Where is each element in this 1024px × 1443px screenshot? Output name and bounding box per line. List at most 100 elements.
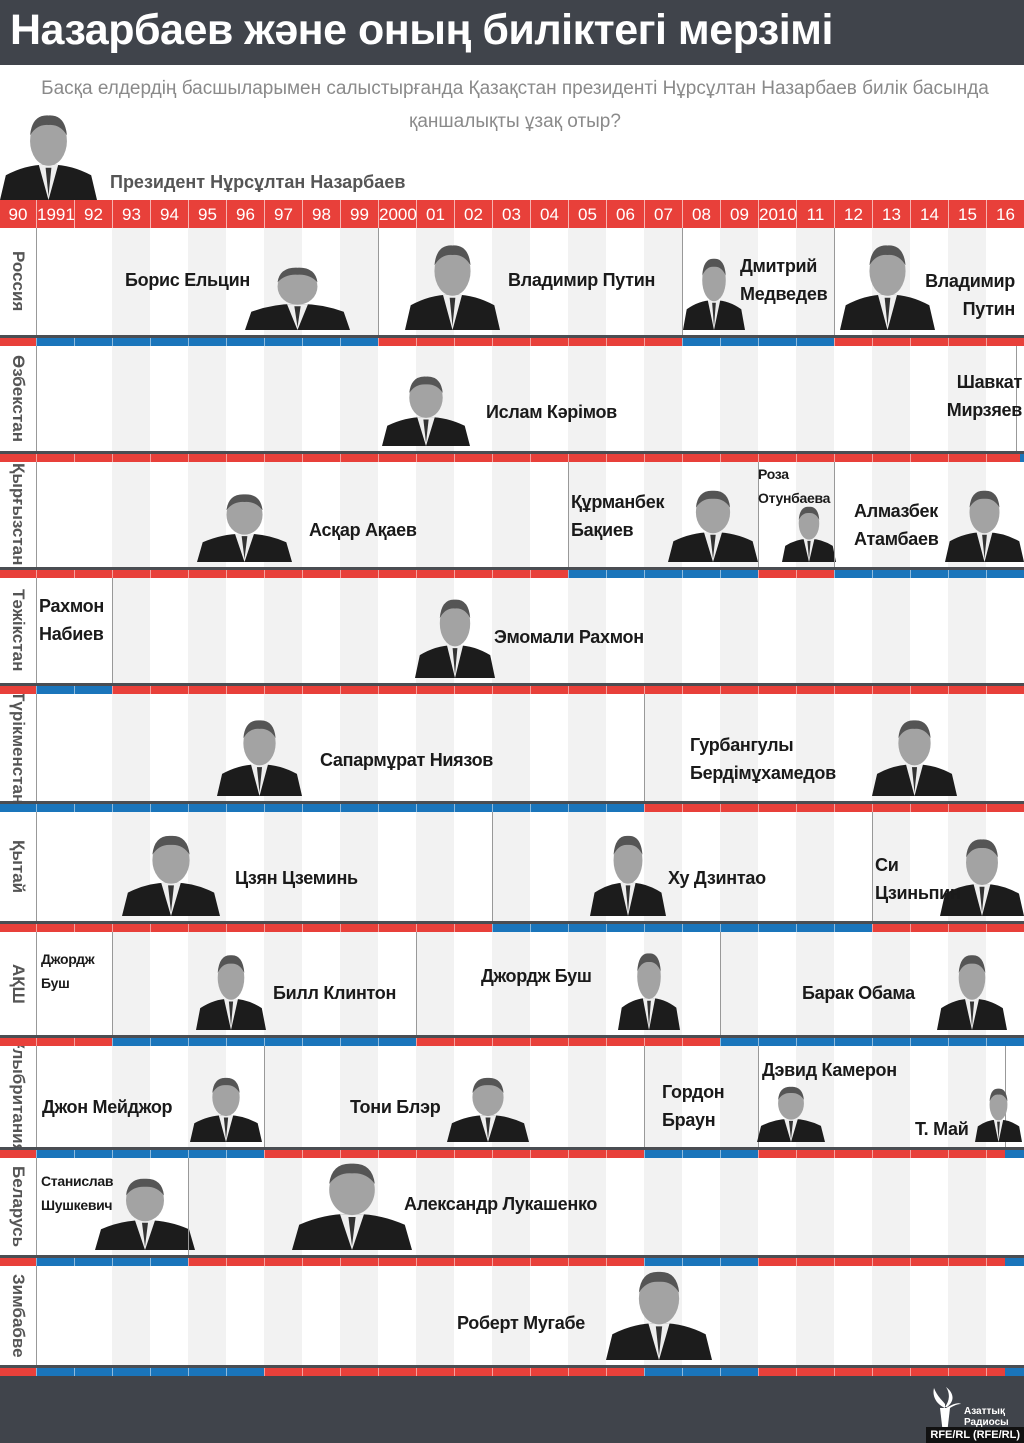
- year-column-shade: [796, 228, 834, 335]
- leader-photo: [292, 1158, 412, 1255]
- leader-name: Владимир Путин: [508, 266, 655, 294]
- stripe-tick: [948, 686, 949, 694]
- leader-photo: [683, 250, 745, 335]
- stripe-tick: [454, 338, 455, 346]
- term-stripe-red: [0, 1368, 36, 1376]
- stripe-tick: [834, 804, 835, 812]
- stripe-tick: [530, 1038, 531, 1046]
- stripe-tick: [568, 1368, 569, 1376]
- year-column-shade: [872, 1046, 910, 1147]
- row-content: Джон Мейджор Тони Блэр Гордон Браун Дэвид …: [0, 1046, 1024, 1147]
- stripe-tick: [226, 338, 227, 346]
- country-name: Россия: [9, 251, 28, 312]
- year-column-shade: [720, 932, 758, 1035]
- term-divider: [720, 932, 721, 1035]
- leader-name-line: Браун: [662, 1110, 716, 1130]
- year-column-shade: [948, 694, 986, 801]
- year-column-shade: [264, 812, 302, 921]
- stripe-tick: [264, 924, 265, 932]
- year-column-shade: [568, 228, 606, 335]
- stripe-tick: [568, 1150, 569, 1158]
- year-column-shade: [492, 932, 530, 1035]
- stripe-tick: [758, 338, 759, 346]
- year-column-shade: [492, 812, 530, 921]
- stripe-tick: [454, 804, 455, 812]
- stripe-tick: [150, 686, 151, 694]
- leader-name: Гордон Браун: [662, 1078, 725, 1134]
- stripe-tick: [986, 1038, 987, 1046]
- stripe-tick: [226, 1150, 227, 1158]
- stripe-tick: [530, 804, 531, 812]
- stripe-tick: [416, 570, 417, 578]
- term-divider: [112, 932, 113, 1035]
- year-column-shade: [796, 1266, 834, 1365]
- leader-name-line: Шушкевич: [41, 1197, 113, 1213]
- year-column-shade: [644, 694, 682, 801]
- stripe-tick: [758, 1258, 759, 1266]
- year-column-shade: [188, 694, 226, 801]
- stripe-tick: [340, 686, 341, 694]
- country-row: Асқар Ақаев Құрманбек Бақиев Роза Отунбаев…: [0, 462, 1024, 578]
- stripe-tick: [150, 1368, 151, 1376]
- leader-photo: [217, 711, 302, 801]
- leader-name: Рахмон Набиев: [39, 592, 104, 648]
- year-column-shade: [568, 346, 606, 451]
- year-column-shade: [492, 228, 530, 335]
- year-label: 99: [340, 200, 378, 228]
- country-row: Ислам Кәрімов Шавкат Мирзяев Өзбекстан: [0, 346, 1024, 462]
- stripe-tick: [150, 924, 151, 932]
- stripe-tick: [758, 686, 759, 694]
- country-label-cell: Өзбекстан: [0, 346, 37, 451]
- country-name: Қытай: [9, 839, 28, 894]
- stripe-tick: [416, 1368, 417, 1376]
- stripe-tick: [986, 1368, 987, 1376]
- stripe-tick: [796, 1368, 797, 1376]
- stripe-tick: [188, 804, 189, 812]
- leader-name-line: Борис Ельцин: [125, 270, 250, 290]
- stripe-tick: [36, 686, 37, 694]
- year-column-shade: [568, 1046, 606, 1147]
- country-row: Джон Мейджор Тони Блэр Гордон Браун Дэвид …: [0, 1046, 1024, 1158]
- term-stripe-blue: [834, 570, 1024, 578]
- stripe-tick: [910, 570, 911, 578]
- year-column-shade: [796, 812, 834, 921]
- stripe-tick: [758, 570, 759, 578]
- stripe-tick: [264, 1150, 265, 1158]
- term-divider: [644, 694, 645, 801]
- leader-name-line: Джон Мейджор: [42, 1097, 173, 1117]
- leader-name-line: Буш: [41, 975, 70, 991]
- year-column-shade: [568, 462, 606, 567]
- stripe-tick: [986, 454, 987, 462]
- stripe-tick: [910, 686, 911, 694]
- year-column-shade: [720, 1266, 758, 1365]
- stripe-tick: [644, 686, 645, 694]
- page-title: Назарбаев және оның биліктегі мерзімі: [10, 6, 833, 54]
- stripe-tick: [948, 1150, 949, 1158]
- stripe-tick: [264, 804, 265, 812]
- row-content: Рахмон Набиев Эмомали Рахмон Тәжікстан: [0, 578, 1024, 683]
- stripe-tick: [872, 1150, 873, 1158]
- leader-name: Барак Обама: [802, 979, 915, 1007]
- stripe-tick: [568, 686, 569, 694]
- stripe-tick: [796, 570, 797, 578]
- stripe-tick: [150, 1150, 151, 1158]
- year-column-shade: [416, 1266, 454, 1365]
- year-column-shade: [112, 694, 150, 801]
- stripe-tick: [986, 1258, 987, 1266]
- year-column-shade: [644, 346, 682, 451]
- row-separator: [0, 567, 1024, 570]
- year-column-shade: [796, 346, 834, 451]
- year-label: 06: [606, 200, 644, 228]
- stripe-tick: [340, 1368, 341, 1376]
- leader-name-line: Барак Обама: [802, 983, 915, 1003]
- leader-name-line: Джордж Буш: [481, 966, 592, 986]
- stripe-tick: [492, 454, 493, 462]
- stripe-tick: [150, 804, 151, 812]
- row-separator: [0, 451, 1024, 454]
- leader-name-line: Құрманбек: [571, 492, 665, 512]
- stripe-tick: [416, 1258, 417, 1266]
- year-column-shade: [948, 228, 986, 335]
- leader-photo: [940, 830, 1024, 921]
- year-column-shade: [112, 1266, 150, 1365]
- year-column-shade: [188, 228, 226, 335]
